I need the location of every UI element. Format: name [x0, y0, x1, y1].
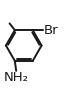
Text: Br: Br — [44, 24, 58, 37]
Text: NH₂: NH₂ — [4, 71, 29, 84]
